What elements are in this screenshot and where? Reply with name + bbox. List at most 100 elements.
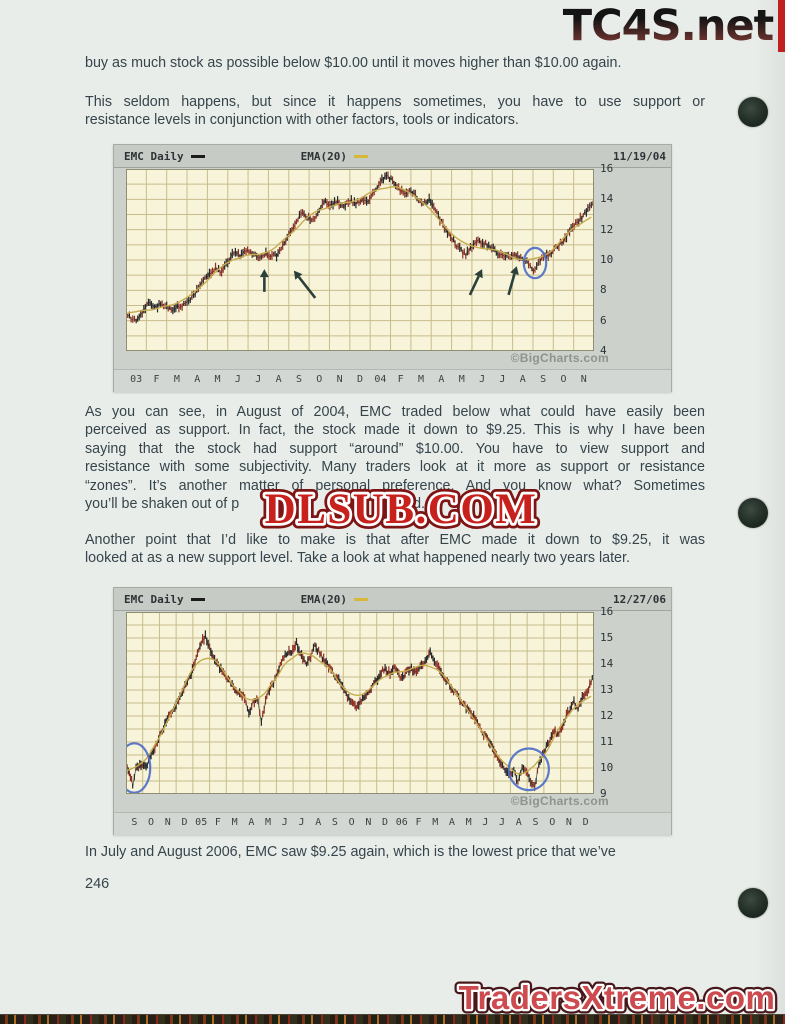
text-line: you’ll be shaken out of p ded. — [85, 496, 426, 513]
x-axis-label: O — [316, 374, 323, 385]
x-axis-label: A — [194, 374, 201, 385]
x-axis-label: N — [336, 374, 343, 385]
dlsub-watermark-text: DLSUB.COM — [265, 486, 538, 533]
chart-date: 12/27/06 — [613, 592, 666, 606]
x-axis-label: J — [234, 374, 241, 385]
binder-hole-middle — [738, 498, 768, 528]
tradersxtreme-outline: TradersXtreme.com — [459, 979, 776, 1016]
x-axis-label: M — [418, 374, 425, 385]
x-axis-label: J — [482, 817, 489, 828]
x-axis-label: 05 — [195, 817, 208, 828]
x-axis-label: J — [499, 817, 506, 828]
x-axis-label: F — [397, 374, 404, 385]
symbol-label: EMC Daily — [124, 149, 184, 163]
x-axis-label: A — [315, 817, 322, 828]
x-axis-label: S — [532, 817, 539, 828]
x-axis-label: M — [432, 817, 439, 828]
stock-chart-emc-2003-2004: EMC Daily EMA(20) 11/19/04 16 14 12 10 8 6 4 ©… — [113, 144, 672, 392]
stock-chart-emc-2004-2006: EMC Daily EMA(20) 12/27/06 16 15 14 13 12 11 1… — [113, 587, 672, 835]
tradersxtreme-watermark: TradersXtreme.com TradersXtreme.com — [454, 977, 779, 1021]
ema-legend: EMA(20) — [301, 150, 368, 163]
price-swatch-icon — [190, 597, 205, 601]
price-legend: EMC Daily — [124, 593, 205, 606]
y-axis-label: 14 — [600, 657, 614, 670]
text-line: looked at as a new support level. Take a… — [85, 550, 630, 567]
x-axis-label: D — [582, 817, 589, 828]
x-axis-label: S — [295, 374, 302, 385]
x-axis-label: 06 — [395, 817, 408, 828]
y-axis-label: 14 — [600, 192, 614, 206]
tc4s-watermark: TC4S.net — [563, 1, 775, 51]
x-axis-label: N — [164, 817, 171, 828]
text-line: saying that the stock had support “aroun… — [85, 440, 705, 457]
x-axis-label: J — [298, 817, 305, 828]
binder-hole-bottom — [738, 888, 768, 918]
x-axis-label: A — [519, 374, 526, 385]
x-axis-label: M — [214, 374, 221, 385]
x-axis: S O N D 05 F M A M J J A S O N D 06 F M A M J J A S O N D — [114, 812, 671, 835]
x-axis-label: M — [458, 374, 465, 385]
y-axis-label: 10 — [600, 761, 614, 774]
plot-area — [126, 169, 594, 351]
price-legend: EMC Daily — [124, 150, 205, 163]
x-axis-label: J — [281, 817, 288, 828]
x-axis-label: S — [131, 817, 138, 828]
y-axis-label: 6 — [600, 313, 607, 327]
y-axis-label: 13 — [600, 683, 614, 696]
paragraph-1: buy as much stock as possible below $10.… — [85, 54, 705, 72]
symbol-label: EMC Daily — [124, 592, 184, 606]
x-axis-label: M — [465, 817, 472, 828]
page-number: 246 — [85, 876, 110, 892]
x-axis-label: J — [499, 374, 506, 385]
y-axis-label: 12 — [600, 222, 614, 236]
text-line: As you can see, in August of 2004, EMC t… — [85, 404, 705, 420]
x-axis-label: 04 — [374, 374, 387, 385]
ema-label: EMA(20) — [300, 592, 347, 606]
x-axis-label: A — [248, 817, 255, 828]
x-axis-label: F — [153, 374, 160, 385]
dlsub-watermark-outline: DLSUB.COM — [265, 486, 538, 533]
y-axis-label: 10 — [600, 253, 614, 266]
x-axis-label: M — [231, 817, 238, 828]
x-axis-label: A — [438, 374, 445, 385]
ema-swatch-icon — [353, 154, 368, 158]
text-line: perceived as support. In fact, the stock… — [85, 422, 705, 439]
scan-bottom-edge — [0, 1014, 785, 1024]
x-axis-label: D — [181, 817, 188, 828]
text-line: This seldom happens, but since it happen… — [85, 94, 705, 110]
x-axis-label: A — [275, 374, 282, 385]
text-line: resistance with some subjectivity. Many … — [85, 459, 705, 476]
x-axis-label: S — [540, 374, 547, 385]
y-axis-label: 11 — [600, 735, 614, 748]
x-axis-label: J — [479, 374, 486, 385]
chart-date: 11/19/04 — [613, 149, 666, 163]
x-axis-label: S — [331, 817, 338, 828]
x-axis-label: J — [255, 374, 262, 385]
paragraph-4: Another point that I’d like to make is t… — [85, 531, 705, 568]
paragraph-5: In July and August 2006, EMC saw $9.25 a… — [85, 843, 705, 861]
text-line: In July and August 2006, EMC saw $9.25 a… — [85, 844, 616, 860]
x-axis-label: N — [580, 374, 587, 385]
x-axis-label: D — [356, 374, 364, 385]
price-plot-svg — [126, 612, 594, 794]
ema-legend: EMA(20) — [301, 593, 368, 606]
chart-credit: ©BigCharts.com — [510, 351, 609, 365]
x-axis-label: F — [214, 817, 221, 828]
binder-hole-top — [738, 97, 768, 127]
paragraph-3: As you can see, in August of 2004, EMC t… — [85, 403, 705, 513]
ema-swatch-icon — [353, 597, 368, 601]
tradersxtreme-text: TradersXtreme.com — [459, 979, 776, 1016]
scan-red-edge-mark — [778, 0, 785, 52]
x-axis-label: A — [515, 817, 522, 828]
chart-header: EMC Daily EMA(20) 12/27/06 — [114, 588, 671, 611]
x-axis-label: F — [415, 817, 422, 828]
tc4s-watermark-text: TC4S.net — [563, 1, 774, 51]
y-axis-label: 15 — [600, 631, 614, 644]
chart-header: EMC Daily EMA(20) 11/19/04 — [114, 145, 671, 168]
ema-label: EMA(20) — [300, 149, 347, 163]
x-axis-label: 03 — [130, 374, 143, 385]
y-axis-label: 12 — [600, 709, 614, 722]
x-axis-label: O — [348, 817, 355, 828]
price-plot-svg — [126, 169, 594, 351]
